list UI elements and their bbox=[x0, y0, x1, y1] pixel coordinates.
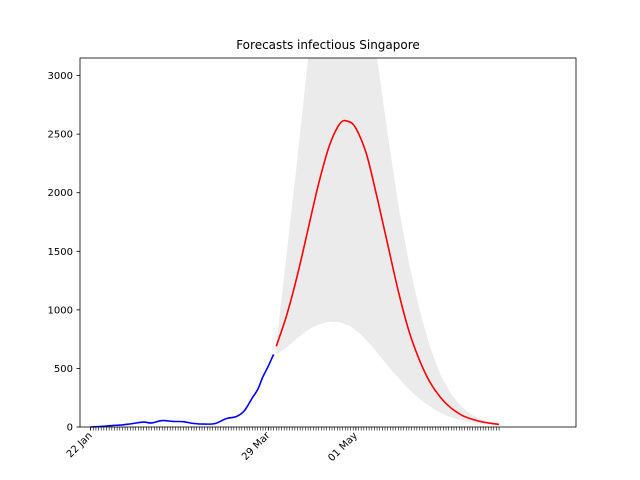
y-tick-label: 1500 bbox=[48, 247, 73, 258]
y-tick-label: 500 bbox=[54, 364, 73, 375]
plot-frame bbox=[79, 57, 577, 428]
y-axis: 0 500 1000 1500 2000 2500 3000 bbox=[48, 71, 80, 434]
y-tick-label: 2000 bbox=[48, 188, 73, 199]
chart-title: Forecasts infectious Singapore bbox=[236, 38, 420, 52]
y-tick-label: 1000 bbox=[48, 305, 73, 316]
y-tick-label: 2500 bbox=[48, 130, 73, 141]
forecast-line bbox=[275, 119, 500, 426]
y-tick-label: 3000 bbox=[48, 71, 73, 82]
series-layer bbox=[90, 119, 500, 428]
y-tick-label: 0 bbox=[67, 423, 73, 434]
observed-line bbox=[90, 354, 275, 428]
